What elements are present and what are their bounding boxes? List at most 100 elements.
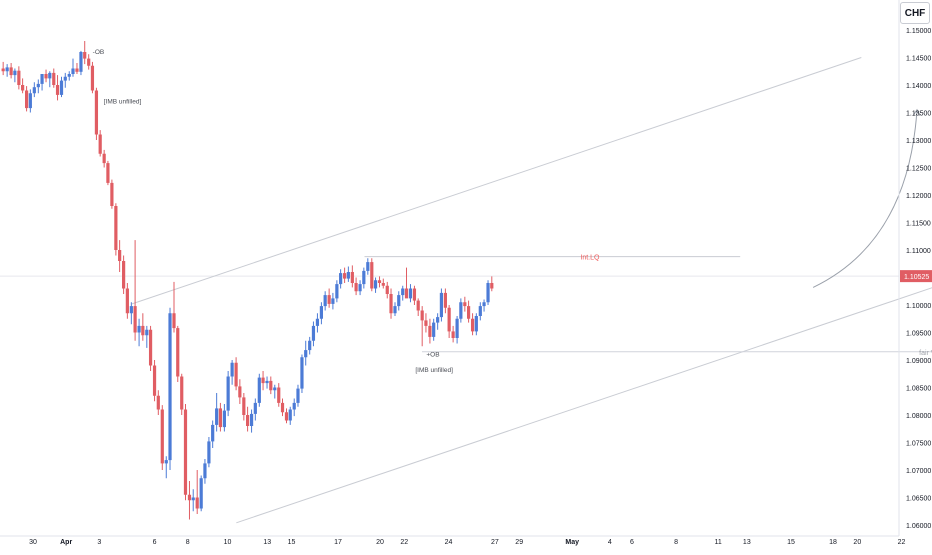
- candle-body: [168, 313, 171, 460]
- y-tick-label: 1.06500: [906, 496, 931, 503]
- candle-body: [87, 59, 90, 66]
- candle-body: [106, 163, 109, 183]
- currency-button[interactable]: CHF: [900, 2, 930, 24]
- candle-body: [386, 286, 389, 294]
- candle-body: [358, 284, 361, 291]
- candle-body: [289, 410, 292, 421]
- y-tick-label: 1.15000: [906, 28, 931, 35]
- candle-113: [440, 289, 443, 322]
- candle-39: [153, 360, 156, 401]
- candle-28: [110, 180, 113, 209]
- candle-body: [114, 206, 117, 250]
- candle-body: [258, 378, 261, 403]
- y-tick-label: 1.14000: [906, 83, 931, 90]
- candle-body: [103, 154, 106, 163]
- candle-body: [339, 273, 342, 284]
- candle-body: [293, 403, 296, 410]
- candle-body: [393, 306, 396, 313]
- x-tick-label: 20: [853, 539, 861, 546]
- y-tick-label: 1.13000: [906, 138, 931, 145]
- x-tick-label: 15: [288, 539, 296, 546]
- candle-body: [60, 81, 63, 95]
- candle-body: [75, 69, 78, 72]
- candle-body: [141, 326, 144, 335]
- candle-body: [463, 302, 466, 306]
- candle-66: [258, 374, 261, 407]
- x-tick-label: May: [565, 539, 579, 546]
- candle-body: [13, 71, 16, 75]
- y-tick-label: 1.13500: [906, 111, 931, 118]
- candle-body: [40, 74, 43, 84]
- x-tick-label: 30: [29, 539, 37, 546]
- candle-body: [409, 289, 412, 299]
- x-tick-label: 20: [376, 539, 384, 546]
- candle-body: [250, 414, 253, 426]
- candle-body: [328, 295, 331, 304]
- candle-body: [471, 319, 474, 332]
- candle-body: [134, 306, 137, 332]
- y-tick-label: 1.08500: [906, 386, 931, 393]
- y-tick-label: 1.06000: [906, 523, 931, 530]
- candle-body: [320, 306, 323, 319]
- candle-body: [207, 441, 210, 463]
- candle-body: [153, 366, 156, 396]
- candle-body: [421, 311, 424, 321]
- candle-23: [91, 62, 94, 93]
- y-tick-label: 1.09000: [906, 358, 931, 365]
- candle-body: [444, 293, 447, 308]
- candle-body: [99, 135, 102, 154]
- candle-body: [331, 298, 334, 304]
- candle-body: [355, 283, 358, 291]
- candle-body: [165, 460, 168, 463]
- y-tick-label: 1.11000: [906, 248, 931, 255]
- candle-body: [401, 289, 404, 296]
- candle-body: [428, 326, 431, 337]
- candle-43: [168, 308, 171, 470]
- candle-body: [21, 85, 24, 91]
- candle-body: [238, 386, 241, 397]
- candle-body: [219, 408, 222, 427]
- candle-body: [397, 295, 400, 306]
- candle-body: [389, 294, 392, 313]
- y-tick-label: 1.09500: [906, 331, 931, 338]
- int-lq-label: Int.LQ: [580, 255, 600, 262]
- x-tick-label: 8: [674, 539, 678, 546]
- candle-body: [269, 381, 272, 390]
- candle-body: [83, 52, 86, 59]
- candle-body: [56, 85, 59, 95]
- candle-body: [452, 331, 455, 338]
- y-tick-label: 1.12500: [906, 166, 931, 173]
- candle-body: [424, 320, 427, 326]
- candle-38: [149, 326, 152, 371]
- x-tick-label: 8: [186, 539, 190, 546]
- candle-body: [180, 377, 183, 410]
- x-tick-label: 27: [491, 539, 499, 546]
- candle-body: [52, 73, 55, 85]
- candle-27: [106, 161, 109, 185]
- candle-body: [475, 316, 478, 331]
- x-tick-label: 18: [829, 539, 837, 546]
- candle-body: [467, 306, 470, 319]
- y-tick-label: 1.07000: [906, 468, 931, 475]
- candle-body: [324, 295, 327, 306]
- current-price-tag: 1.10525: [900, 270, 932, 282]
- candle-body: [242, 397, 245, 415]
- x-tick-label: 22: [898, 539, 906, 546]
- candle-body: [448, 308, 451, 332]
- candle-body: [192, 498, 195, 501]
- candle-95: [370, 258, 373, 291]
- candle-body: [234, 363, 237, 387]
- candle-body: [374, 280, 377, 288]
- x-tick-label: 17: [334, 539, 342, 546]
- fair-volume-range-label: fair Volume Range: [919, 350, 932, 357]
- candle-body: [188, 495, 191, 501]
- y-tick-label: 1.10000: [906, 303, 931, 310]
- candle-body: [417, 301, 420, 311]
- candle-body: [95, 91, 98, 135]
- candle-body: [273, 388, 276, 391]
- candle-body: [137, 326, 140, 333]
- x-tick-label: 15: [787, 539, 795, 546]
